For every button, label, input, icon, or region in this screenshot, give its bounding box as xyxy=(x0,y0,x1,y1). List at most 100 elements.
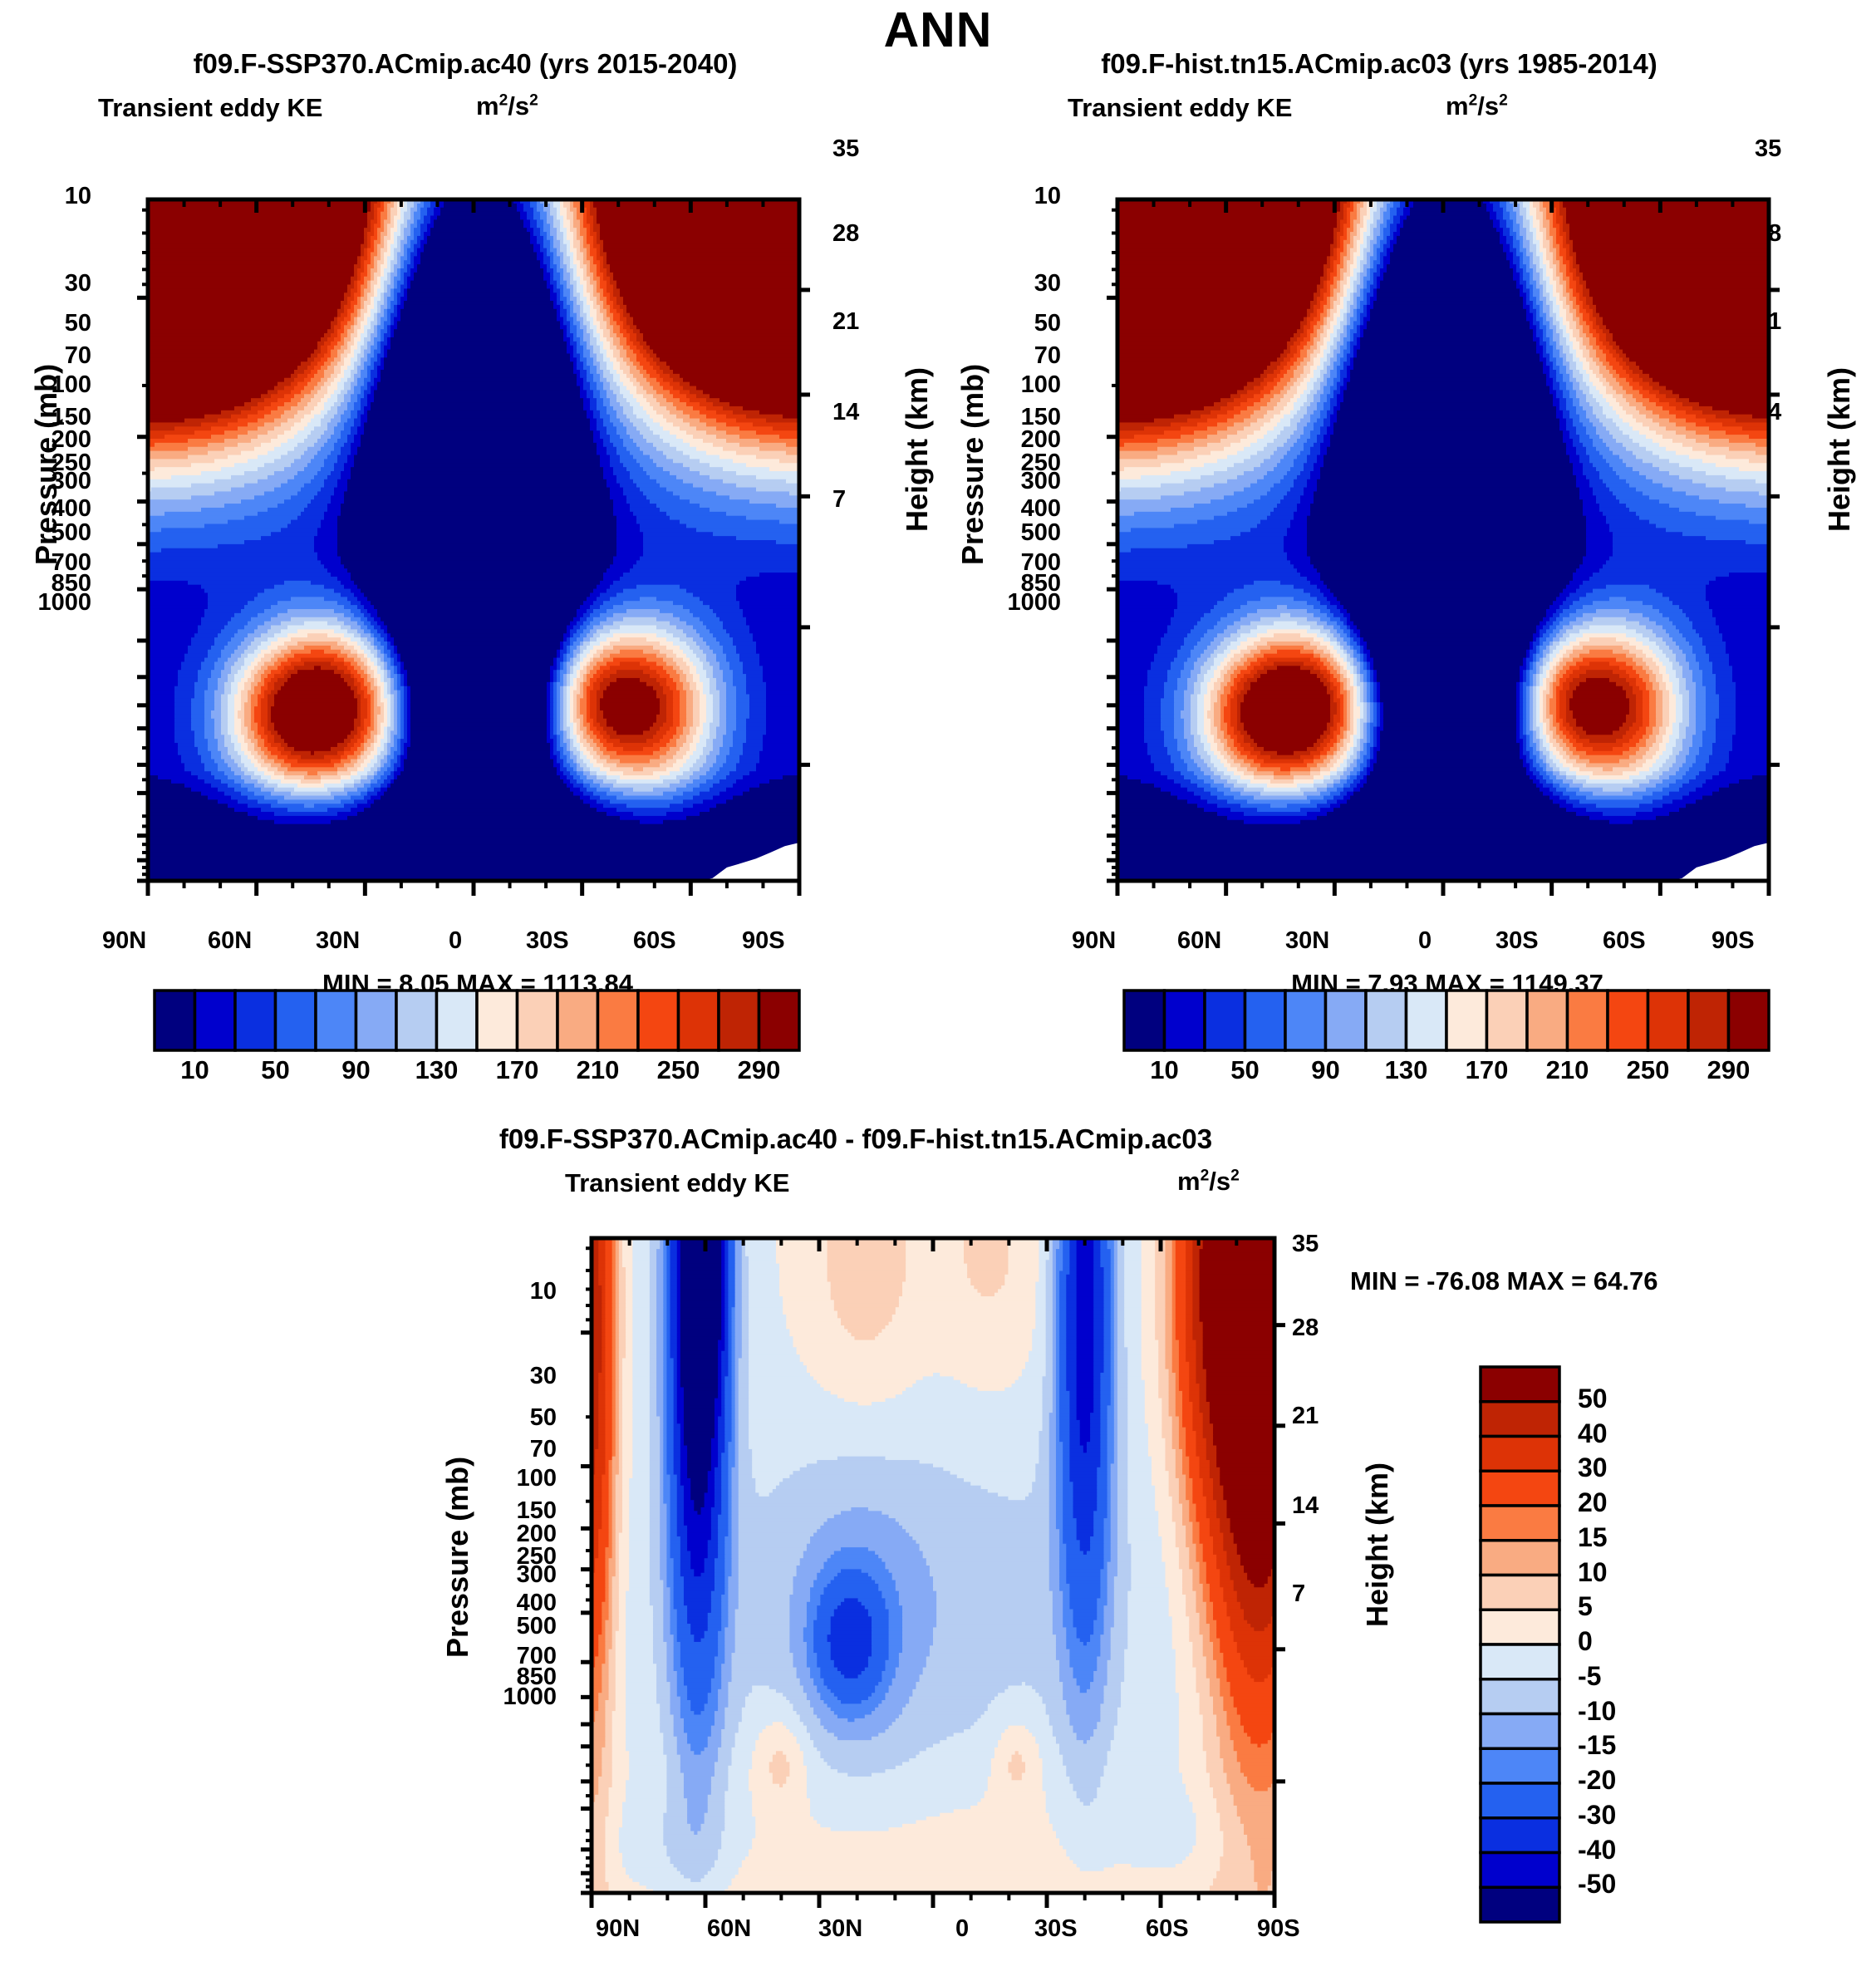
panel-diff-units-label: m2/s2 xyxy=(1177,1167,1240,1196)
colorbar-cell xyxy=(1479,1573,1561,1611)
panel-a-colorbar-label: 90 xyxy=(341,1055,371,1084)
colorbar-cell xyxy=(1203,989,1247,1052)
colorbar-cell xyxy=(1445,989,1489,1052)
colorbar-cell xyxy=(1479,1469,1561,1507)
colorbar-cell xyxy=(1243,989,1287,1052)
colorbar-cell xyxy=(395,989,439,1052)
panel-a-title: f09.F-SSP370.ACmip.ac40 (yrs 2015-2040) xyxy=(193,48,738,79)
panel-diff-colorbar-label: -40 xyxy=(1578,1834,1617,1865)
panel-b-colorbar-label: 290 xyxy=(1707,1055,1751,1084)
colorbar-cell xyxy=(717,989,761,1052)
panel-diff-colorbar-label: -20 xyxy=(1578,1765,1617,1795)
surface-mask xyxy=(1653,843,1769,881)
colorbar-cell xyxy=(556,989,600,1052)
panel-b-colorbar-label: 10 xyxy=(1150,1055,1179,1084)
colorbar-cell xyxy=(1479,1365,1561,1403)
colorbar-cell xyxy=(1324,989,1368,1052)
panel-diff-colorbar-label: 40 xyxy=(1578,1418,1608,1448)
panel-diff-contour-field xyxy=(592,1238,1275,1894)
panel-b-contour-field xyxy=(1117,199,1770,882)
panel-a-colorbar-label: 210 xyxy=(576,1055,620,1084)
colorbar-cell xyxy=(153,989,197,1052)
colorbar-cell xyxy=(1479,1434,1561,1472)
panel-diff-colorbar-label: -15 xyxy=(1578,1730,1617,1761)
colorbar-cell xyxy=(273,989,317,1052)
panel-diff-colorbar-label: 15 xyxy=(1578,1521,1608,1552)
panel-a-axes xyxy=(137,197,810,896)
panel-b-colorbar-label: 170 xyxy=(1465,1055,1509,1084)
panel-b-variable-label: Transient eddy KE xyxy=(1068,93,1293,122)
colorbar-cell xyxy=(1726,989,1770,1052)
colorbar-cell xyxy=(1687,989,1731,1052)
panel-diff-colorbar-label: 30 xyxy=(1578,1453,1608,1483)
colorbar-cell xyxy=(1479,1747,1561,1785)
panel-a-colorbar-label: 50 xyxy=(261,1055,290,1084)
colorbar-cell xyxy=(515,989,559,1052)
panel-b-colorbar-label: 130 xyxy=(1384,1055,1428,1084)
panel-diff-minmax: MIN = -76.08 MAX = 64.76 xyxy=(1350,1266,1658,1295)
panel-b-colorbar xyxy=(1122,989,1770,1052)
colorbar-cell xyxy=(435,989,479,1052)
panel-diff-variable-label: Transient eddy KE xyxy=(565,1168,790,1197)
panel-a-colorbar-label: 290 xyxy=(737,1055,781,1084)
colorbar-cell xyxy=(636,989,680,1052)
panel-a-contour-field xyxy=(148,199,800,882)
page-title: ANN xyxy=(883,2,993,57)
panel-b-colorbar-label: 90 xyxy=(1311,1055,1340,1084)
colorbar-cell xyxy=(596,989,640,1052)
panel-b-colorbar-label: 50 xyxy=(1230,1055,1260,1084)
panel-b-colorbar-label: 210 xyxy=(1545,1055,1589,1084)
panel-a-colorbar-label: 130 xyxy=(415,1055,459,1084)
colorbar-cell xyxy=(1479,1608,1561,1646)
panel-diff-colorbar-label: -30 xyxy=(1578,1799,1617,1830)
panel-diff-colorbar-label: -50 xyxy=(1578,1869,1617,1900)
colorbar-cell xyxy=(475,989,519,1052)
panel-diff-colorbar-label: 5 xyxy=(1578,1591,1593,1622)
panel-b-units-label: m2/s2 xyxy=(1446,91,1508,120)
colorbar-cell xyxy=(1479,1782,1561,1820)
colorbar-cell xyxy=(314,989,358,1052)
panel-diff-colorbar-label: 10 xyxy=(1578,1556,1608,1587)
colorbar-cell xyxy=(1122,989,1166,1052)
colorbar-cell xyxy=(1284,989,1328,1052)
colorbar-cell xyxy=(1364,989,1408,1052)
panel-a-colorbar xyxy=(153,989,801,1052)
colorbar-cell xyxy=(1606,989,1650,1052)
panel-a-colorbar-label: 170 xyxy=(495,1055,539,1084)
colorbar-cell xyxy=(1404,989,1448,1052)
colorbar-cell xyxy=(193,989,237,1052)
colorbar-cell xyxy=(1485,989,1529,1052)
panel-diff-colorbar-label: 20 xyxy=(1578,1487,1608,1517)
panel-a-colorbar-label: 250 xyxy=(656,1055,700,1084)
panel-diff-axes xyxy=(581,1236,1285,1908)
panel-b-title: f09.F-hist.tn15.ACmip.ac03 (yrs 1985-201… xyxy=(1101,48,1657,79)
colorbar-cell xyxy=(1565,989,1609,1052)
surface-mask xyxy=(683,843,799,881)
colorbar-cell xyxy=(1479,1643,1561,1681)
colorbar-cell xyxy=(1525,989,1569,1052)
panel-diff-colorbar-label: -10 xyxy=(1578,1695,1617,1726)
colorbar-cell xyxy=(1646,989,1690,1052)
panel-diff-colorbar xyxy=(1479,1365,1561,1924)
panel-diff-colorbar-label: 0 xyxy=(1578,1626,1593,1656)
panel-a-colorbar-label: 10 xyxy=(180,1055,209,1084)
colorbar-cell xyxy=(1479,1885,1561,1924)
colorbar-cell xyxy=(354,989,398,1052)
colorbar-cell xyxy=(1479,1539,1561,1577)
panel-diff-colorbar-label: 50 xyxy=(1578,1383,1608,1413)
colorbar-cell xyxy=(233,989,277,1052)
colorbar-cell xyxy=(1479,1400,1561,1438)
panel-diff-title: f09.F-SSP370.ACmip.ac40 - f09.F-hist.tn1… xyxy=(498,1123,1213,1154)
colorbar-cell xyxy=(1162,989,1206,1052)
colorbar-cell xyxy=(1479,1712,1561,1750)
panel-b-colorbar-label: 250 xyxy=(1626,1055,1670,1084)
colorbar-cell xyxy=(1479,1816,1561,1855)
panel-a-units-label: m2/s2 xyxy=(476,91,538,120)
panel-diff-colorbar-label: -5 xyxy=(1578,1660,1602,1691)
colorbar-cell xyxy=(1479,1504,1561,1542)
colorbar-cell xyxy=(676,989,720,1052)
colorbar-cell xyxy=(1479,1851,1561,1889)
colorbar-cell xyxy=(1479,1678,1561,1716)
colorbar-cell xyxy=(757,989,801,1052)
